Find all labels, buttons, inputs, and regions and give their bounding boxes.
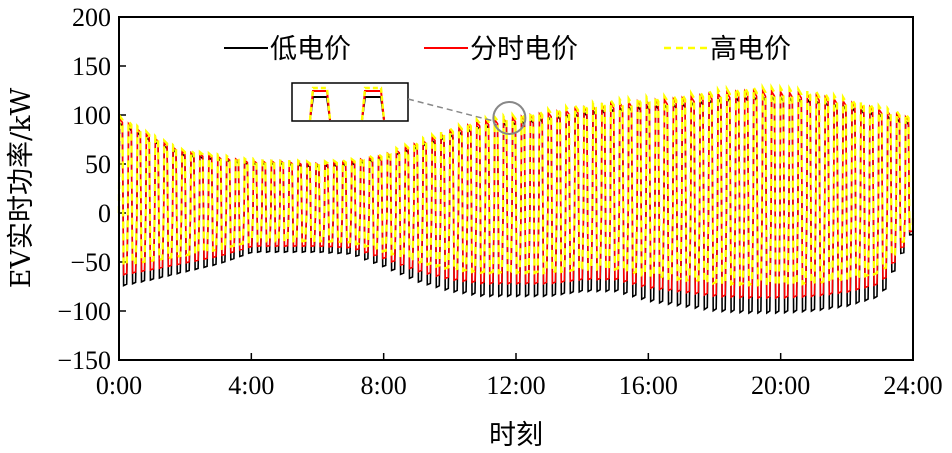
plot-frame: [118, 16, 914, 361]
x-tick-label: 16:00: [619, 371, 678, 400]
y-tick-label: −50: [70, 248, 111, 277]
y-axis-title: EV实时功率/kW: [6, 88, 37, 289]
legend: 低电价 分时电价 高电价: [224, 34, 791, 65]
legend-label-1: 低电价: [270, 34, 351, 65]
x-tick-label: 12:00: [486, 371, 545, 400]
series-line-3: [117, 83, 915, 287]
legend-label-2: 分时电价: [470, 34, 578, 65]
inset-pulse-1-2: [309, 90, 331, 121]
inset-pulse-1-3: [308, 86, 332, 121]
y-axis-ticks: −150 −100 −50 0 50 100 150 200: [57, 3, 126, 375]
y-tick-label: 150: [72, 52, 111, 81]
x-axis-title: 时刻: [489, 420, 543, 451]
x-axis-ticks: 0:00 4:00 8:00 12:00 16:00 20:00 24:00: [96, 353, 943, 400]
x-tick-label: 8:00: [361, 371, 407, 400]
series-layer: [117, 83, 915, 315]
x-tick-label: 24:00: [883, 371, 942, 400]
x-tick-label: 20:00: [751, 371, 810, 400]
inset-target-circle: [492, 100, 527, 135]
x-tick-label: 0:00: [96, 371, 142, 400]
y-tick-label: 100: [72, 101, 111, 130]
y-tick-label: 200: [72, 3, 111, 32]
y-tick-label: 0: [98, 199, 111, 228]
inset-connector: [407, 98, 494, 122]
y-tick-label: 50: [85, 150, 111, 179]
y-tick-label: −100: [57, 297, 111, 326]
x-tick-label: 4:00: [228, 371, 274, 400]
inset-pulse-2-3: [360, 86, 386, 121]
legend-label-3: 高电价: [710, 34, 791, 65]
zoom-inset: [291, 82, 527, 135]
y-tick-label: −150: [57, 346, 111, 375]
